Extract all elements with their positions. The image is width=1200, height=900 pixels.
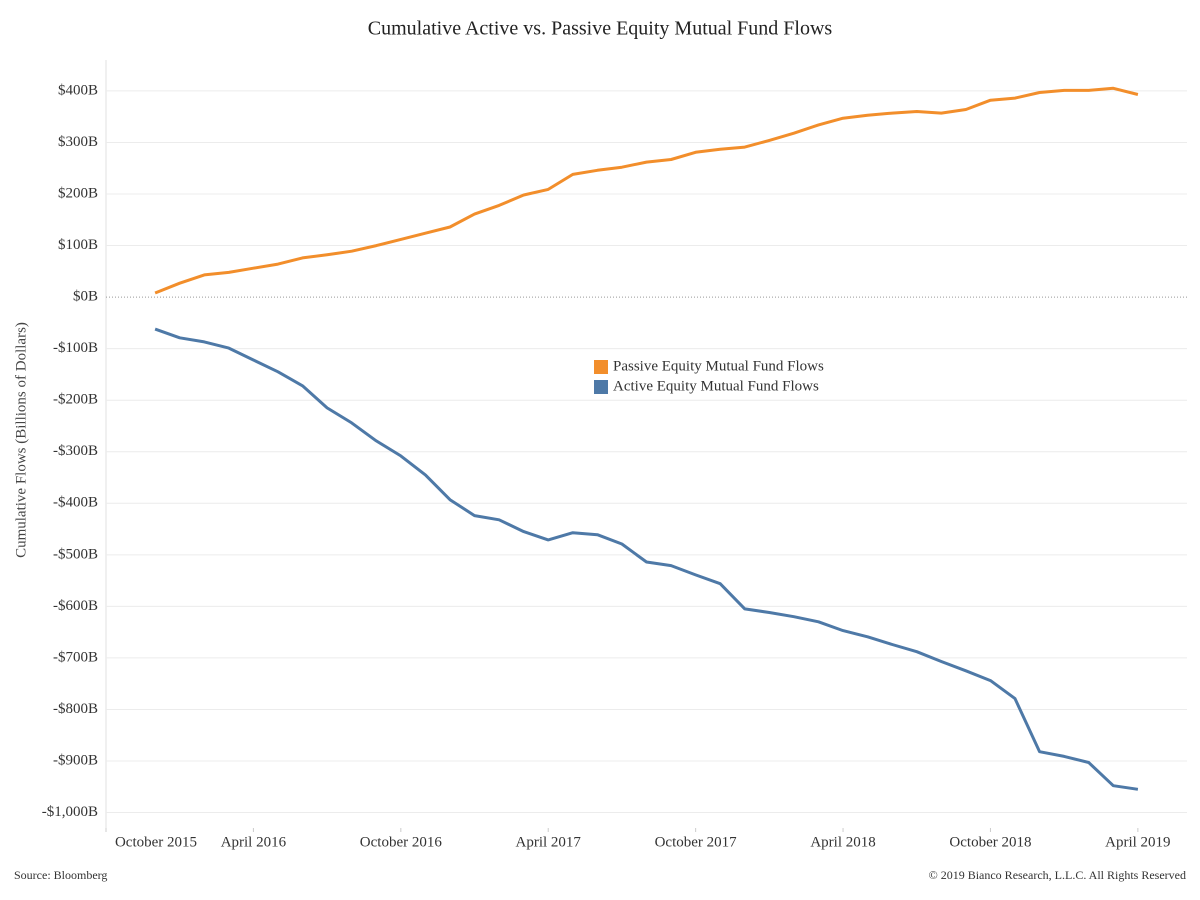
y-tick-label: -$800B: [53, 701, 98, 717]
x-tick-label: October 2018: [949, 834, 1031, 850]
series-line: [154, 327, 1139, 791]
y-tick-label: -$900B: [53, 752, 98, 768]
copyright-note: © 2019 Bianco Research, L.L.C. All Right…: [929, 868, 1186, 882]
legend-label: Active Equity Mutual Fund Flows: [613, 378, 819, 394]
y-tick-label: $100B: [58, 237, 98, 253]
y-tick-label: $300B: [58, 134, 98, 150]
x-tick-label: October 2016: [360, 834, 443, 850]
y-axis-label: Cumulative Flows (Billions of Dollars): [13, 322, 29, 558]
x-tick-label: October 2015: [115, 834, 197, 850]
y-tick-label: -$100B: [53, 340, 98, 356]
x-tick-label: April 2017: [516, 834, 582, 850]
series-line: [154, 86, 1139, 295]
source-note: Source: Bloomberg: [14, 868, 107, 882]
legend-swatch: [594, 360, 608, 374]
y-tick-label: -$300B: [53, 443, 98, 459]
x-tick-label: April 2019: [1105, 834, 1170, 850]
chart-title: Cumulative Active vs. Passive Equity Mut…: [368, 18, 833, 40]
x-tick-label: October 2017: [655, 834, 738, 850]
y-tick-label: -$200B: [53, 392, 98, 408]
y-tick-label: $400B: [58, 82, 98, 98]
y-tick-label: -$400B: [53, 495, 98, 511]
y-tick-label: $200B: [58, 185, 98, 201]
y-tick-label: -$700B: [53, 649, 98, 665]
y-tick-label: -$600B: [53, 598, 98, 614]
y-tick-label: $0B: [73, 289, 98, 305]
legend-label: Passive Equity Mutual Fund Flows: [613, 358, 824, 374]
y-tick-label: -$1,000B: [42, 804, 98, 820]
y-tick-label: -$500B: [53, 546, 98, 562]
x-tick-label: April 2016: [221, 834, 287, 850]
x-tick-label: April 2018: [810, 834, 875, 850]
legend-swatch: [594, 380, 608, 394]
